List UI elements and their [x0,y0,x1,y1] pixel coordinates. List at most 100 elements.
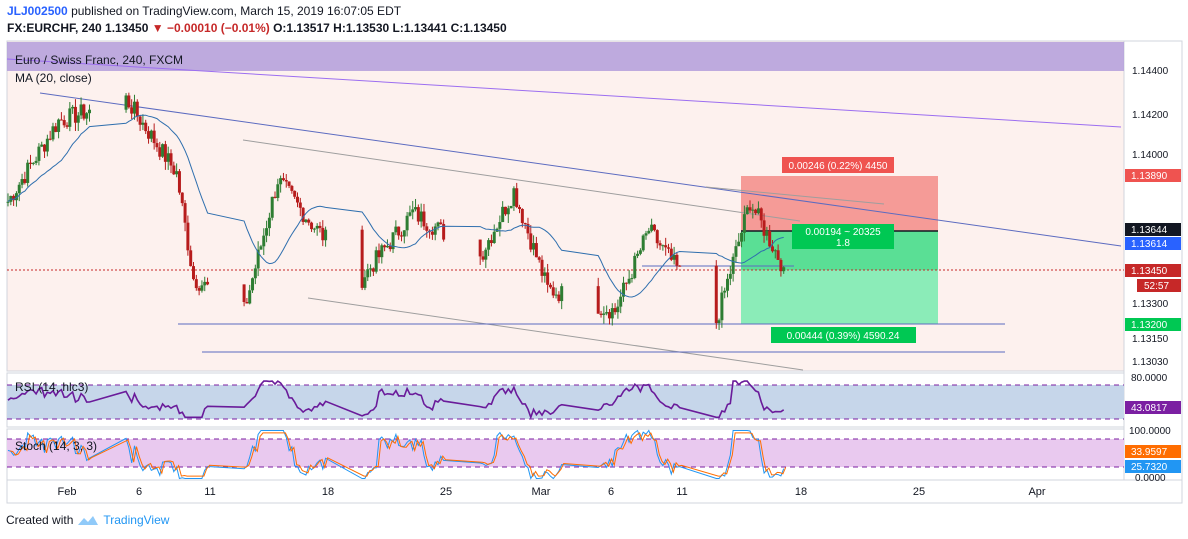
candle-body [26,162,30,183]
candle-body [422,211,426,227]
candle-body [414,207,418,210]
candle-body [506,208,510,215]
candle-body [613,308,617,313]
price-tag: 1.13200 [1131,320,1168,331]
candle-body [512,188,516,206]
target-label-box [782,157,894,173]
candle-body [652,224,656,231]
blue-trendline[interactable] [39,92,1122,247]
candle-body [720,292,724,321]
candle-body [638,250,642,254]
candle-body [51,126,55,140]
countdown-tag: 52:57 [1144,281,1169,292]
candle-body [189,250,193,267]
ma-legend: MA (20, close) [15,71,92,85]
candle-body [734,246,738,257]
candle-body [183,203,187,223]
price-tick: 1.13150 [1132,334,1169,345]
gray-trendline-upper[interactable] [242,139,801,222]
candle-body [619,296,623,307]
time-label: Mar [532,486,551,498]
candle-body [647,230,651,234]
time-label: 25 [440,486,452,498]
candle-body [48,138,52,140]
candle-body [678,265,682,267]
ratio-label-2: 1.8 [836,238,850,249]
price-tags: 1.13890 1.13644 1.13614 1.13450 52:57 1.… [1125,169,1181,331]
footer: Created with TradingView [6,513,169,527]
candle-body [65,125,69,127]
candle-body [194,279,198,289]
rsi-legend: RSI (14, hlc3) [15,380,88,394]
candle-body [664,245,668,248]
candle-body [366,269,370,278]
stoch-k-line[interactable] [7,429,785,480]
stoch-tick: 100.0000 [1129,426,1171,437]
chart-frame[interactable]: 0.00246 (0.22%) 4450 0.00194 ~ 20325 1.8… [0,0,1188,510]
candle-body [279,178,283,185]
time-label: 18 [322,486,334,498]
candle-body [523,222,527,224]
time-axis[interactable] [6,479,1183,504]
candle-body [138,116,142,125]
candle-body [723,290,727,293]
candle-body [281,178,285,180]
candle-body [658,243,662,246]
candle-body [262,235,266,247]
publish-info: JLJ002500 published on TradingView.com, … [7,4,401,18]
candle-body [276,184,280,198]
time-label: 25 [913,486,925,498]
open-value: O:1.13517 [273,21,330,35]
candle-body [298,202,302,208]
gray-trendline-short[interactable] [705,186,885,205]
candle-body [155,143,159,148]
candle-body [293,190,297,197]
time-label: Apr [1028,486,1045,498]
time-label: Feb [58,486,77,498]
candle-body [776,250,780,260]
price-pane[interactable] [6,40,1125,372]
rsi-tick: 80.0000 [1131,373,1168,384]
candle-body [607,312,611,319]
candle-body [731,256,735,274]
candle-body [672,254,676,260]
candle-body [644,233,648,236]
candle-body [740,232,744,242]
author-name[interactable]: JLJ002500 [7,4,68,18]
candle-body [518,207,522,209]
tradingview-brand[interactable]: TradingView [103,513,170,527]
symbol-text: FX:EURCHF, 240 [7,21,102,35]
candle-body [175,171,179,175]
ma-line[interactable] [7,114,784,298]
candle-body [161,144,165,157]
candle-body [779,259,783,272]
candle-body [782,267,786,272]
candle-body [489,240,493,244]
rsi-line[interactable] [7,380,785,420]
stop-label-box [771,327,916,343]
target-zone[interactable] [741,176,938,231]
symbol-ohlc-line: FX:EURCHF, 240 1.13450 ▼ −0.00010 (−0.01… [7,21,507,35]
candle-body [54,126,58,132]
purple-trendline-upper[interactable] [6,58,1122,128]
candlestick-series[interactable] [6,92,786,330]
candle-body [186,222,190,251]
gray-trendline-lower[interactable] [307,297,804,371]
candle-body [71,106,75,109]
stoch-band [7,439,1124,467]
price-axis[interactable] [1123,40,1183,481]
candle-body [529,233,533,250]
candle-body [602,313,606,315]
candle-body [748,207,752,211]
candle-body [416,207,420,222]
resistance-zone[interactable] [7,42,1124,71]
time-label: 11 [204,486,215,498]
candle-body [751,209,755,211]
candle-body [622,282,626,297]
candle-body [543,272,547,276]
candle-body [203,281,207,286]
candle-body [526,223,530,234]
time-label: 18 [795,486,807,498]
price-tag: 1.13644 [1131,225,1168,236]
stoch-d-line[interactable] [9,431,787,478]
